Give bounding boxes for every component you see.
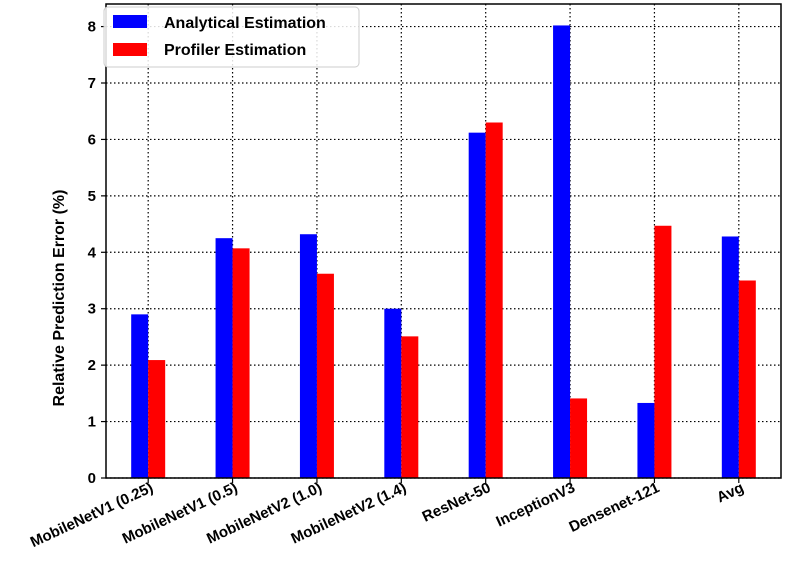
bar-profiler-0 [148,360,166,478]
bar-analytical-4 [468,132,486,478]
bar-analytical-1 [215,238,233,478]
y-tick-label: 3 [88,301,96,318]
x-tick-label: Densenet-121 [567,479,663,536]
y-axis-label: Relative Prediction Error (%) [51,190,68,407]
bar-profiler-3 [401,336,419,478]
y-tick-label: 8 [88,19,96,36]
bar-analytical-7 [721,236,739,478]
x-axis-ticks: MobileNetV1 (0.25)MobileNetV1 (0.5)Mobil… [28,478,747,551]
bar-profiler-5 [570,398,588,478]
legend-swatch-profiler [113,43,147,56]
bars [131,25,756,478]
plot-frame [105,3,782,479]
gridlines [106,4,781,479]
legend-swatch-analytical [113,15,147,28]
x-tick-label: Avg [714,479,746,506]
y-axis-ticks: 0 1 2 3 4 5 6 7 8 [88,19,106,487]
bar-analytical-5 [553,25,571,478]
bar-analytical-6 [637,402,655,478]
y-tick-label: 6 [88,131,96,148]
legend-label-profiler: Profiler Estimation [164,42,306,59]
y-tick-label: 7 [88,75,96,92]
y-tick-label: 5 [88,188,96,205]
x-tick-label: ResNet-50 [420,479,494,525]
bar-profiler-6 [654,225,672,478]
bar-analytical-0 [131,314,149,478]
y-tick-label: 2 [88,357,96,374]
bar-analytical-3 [384,308,402,478]
bar-analytical-2 [299,234,317,478]
bar-profiler-4 [485,122,503,478]
y-tick-label: 4 [88,244,97,261]
bar-profiler-2 [316,273,334,478]
x-tick-label: InceptionV3 [494,479,578,530]
legend-label-analytical: Analytical Estimation [164,15,326,32]
y-tick-label: 1 [88,414,96,431]
y-tick-label: 0 [88,470,96,487]
bar-profiler-1 [232,248,250,478]
legend-box [103,6,360,68]
legend: Analytical Estimation Profiler Estimatio… [103,6,360,68]
bar-profiler-7 [738,280,756,478]
